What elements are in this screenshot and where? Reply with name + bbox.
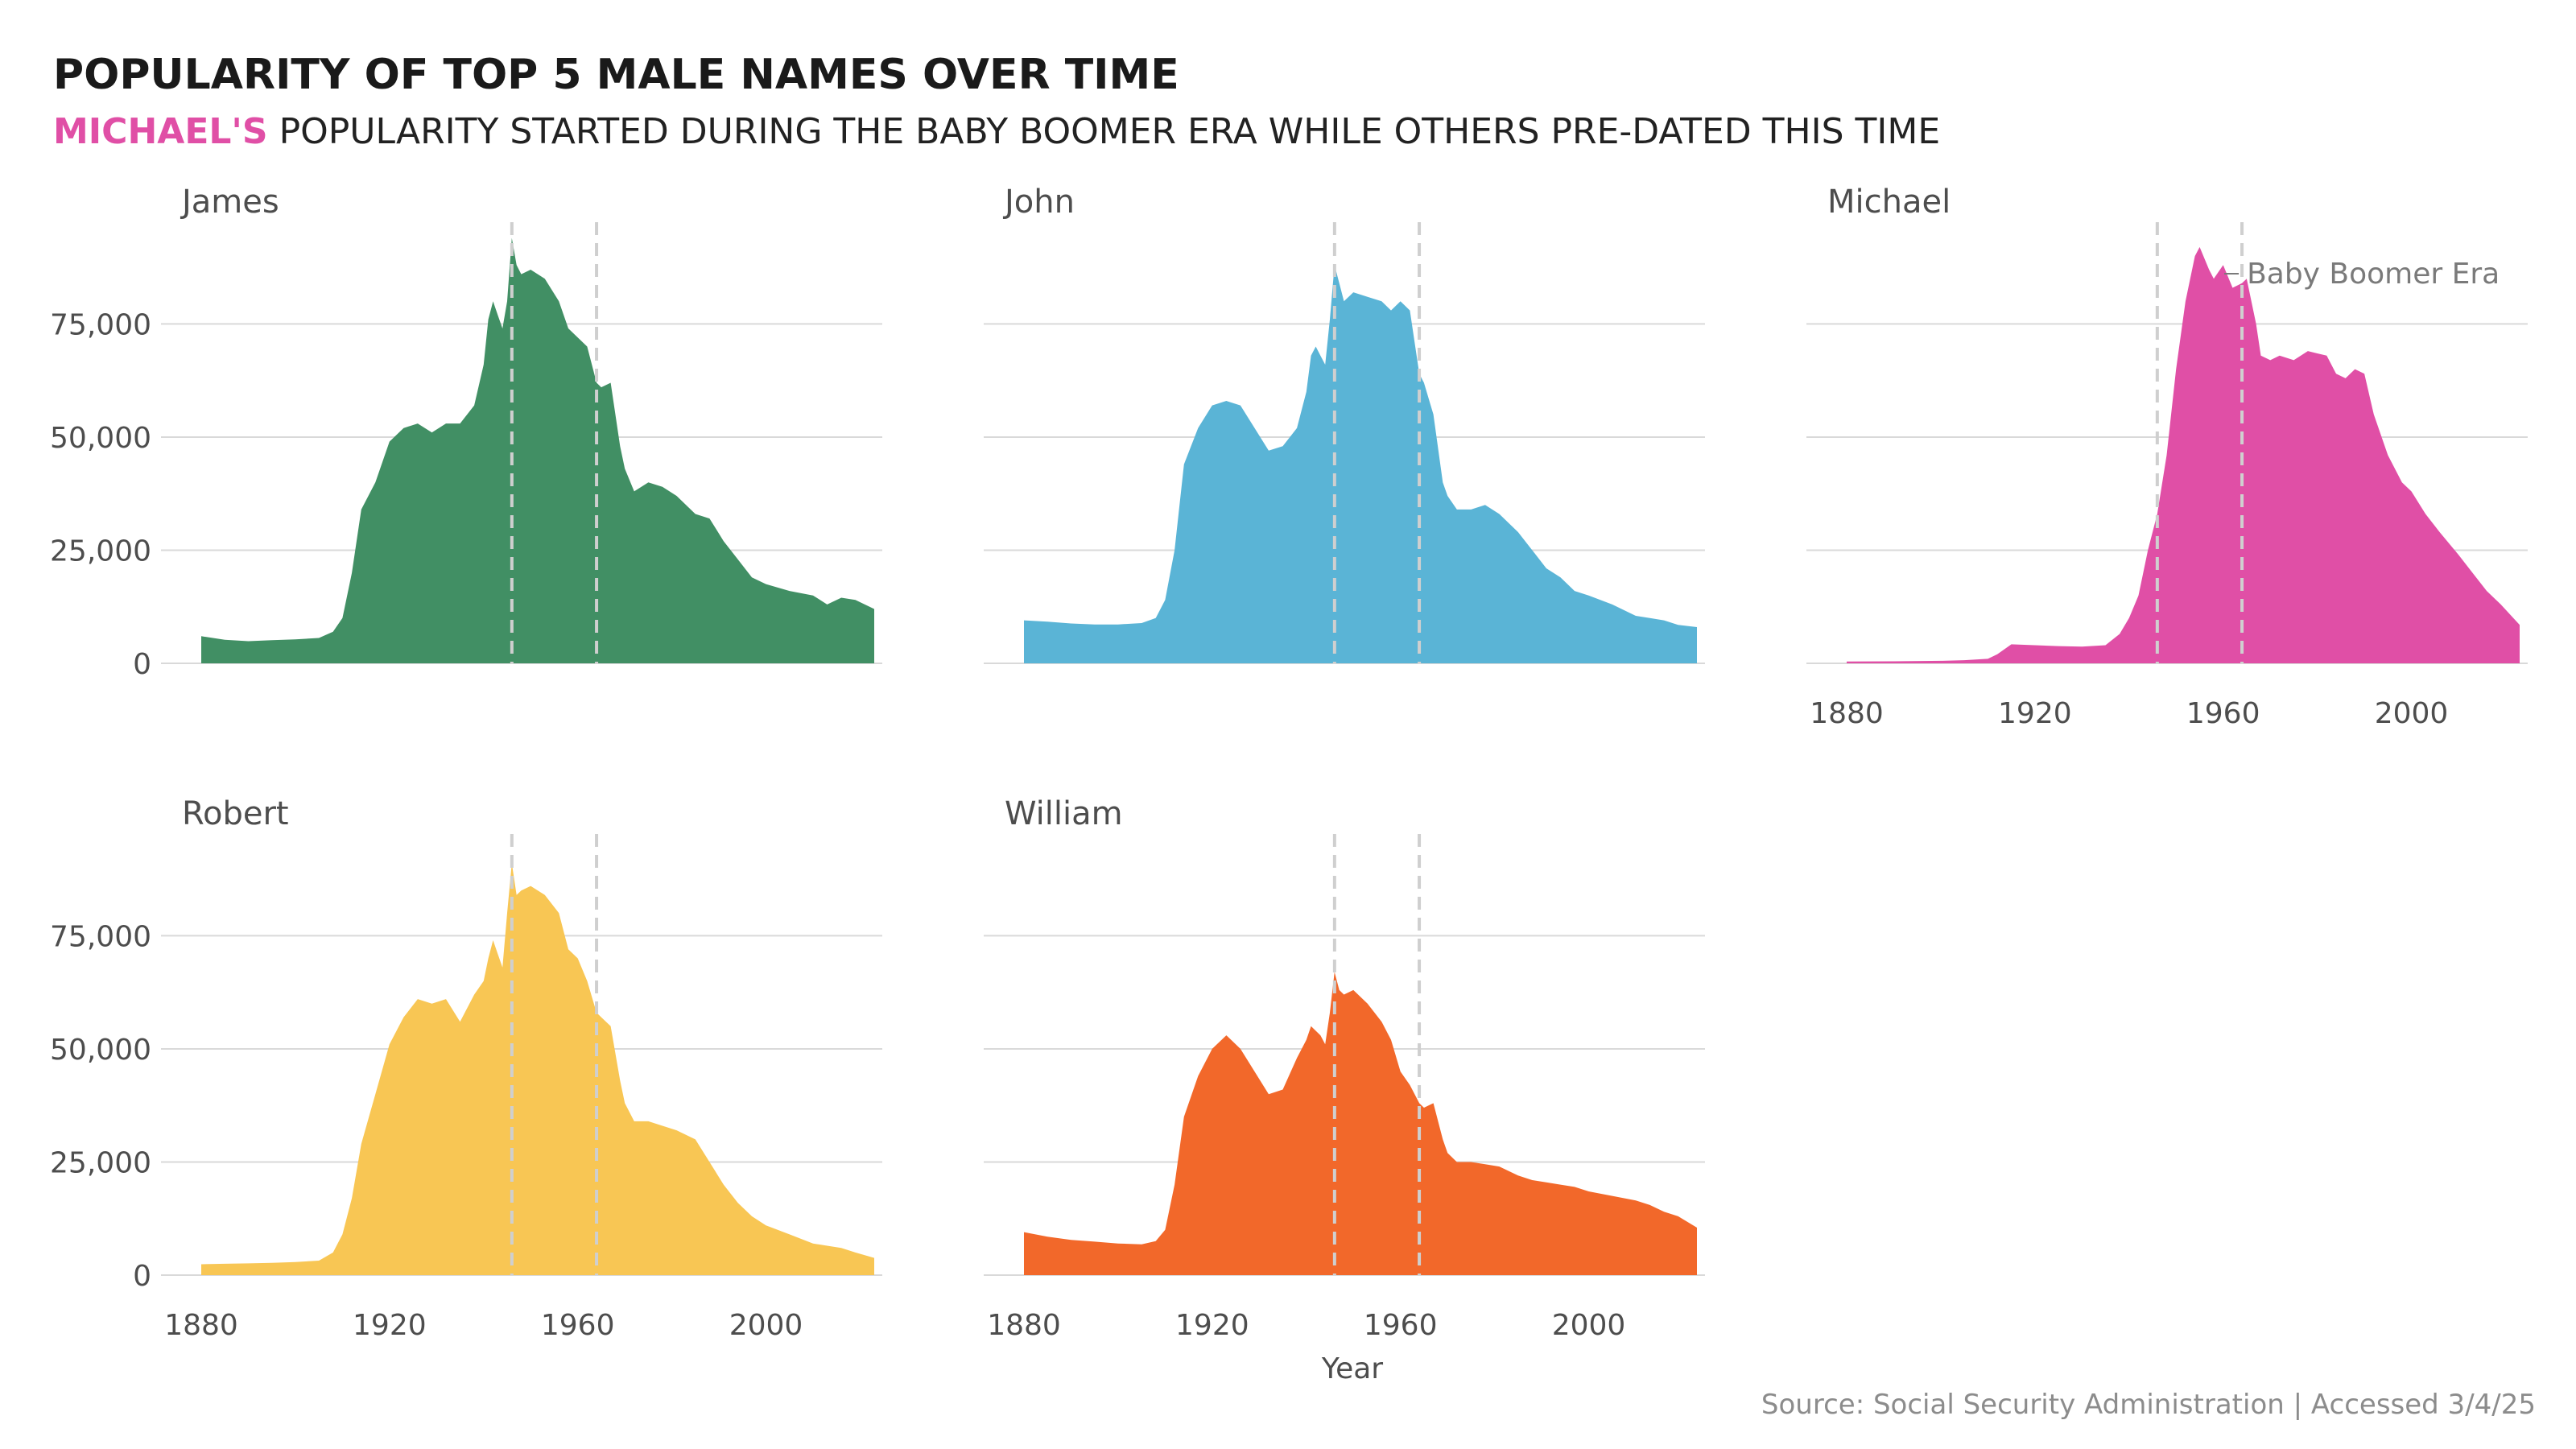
x-tick-label: 1880 <box>164 1309 238 1342</box>
x-tick-label: 2000 <box>1552 1309 1626 1342</box>
y-tick-label: 75,000 <box>50 920 151 953</box>
x-tick-label: 1880 <box>987 1309 1061 1342</box>
facet-label-michael: Michael <box>1827 184 1951 221</box>
y-tick-label: 25,000 <box>50 535 151 568</box>
x-tick-label: 2000 <box>2375 697 2449 730</box>
facet-label-robert: Robert <box>182 795 289 832</box>
baby-boomer-annotation: Baby Boomer Era <box>2247 258 2500 291</box>
x-tick-label: 1920 <box>1998 697 2072 730</box>
y-tick-label: 25,000 <box>50 1146 151 1179</box>
area-robert <box>201 863 874 1275</box>
subtitle-highlight: MICHAEL'S <box>53 111 268 152</box>
x-tick-label: 1960 <box>2186 697 2260 730</box>
area-michael <box>1847 246 2520 663</box>
area-john <box>1024 265 1697 663</box>
source-caption: Source: Social Security Administration |… <box>1761 1389 2536 1421</box>
x-axis-title: Year <box>1321 1352 1383 1385</box>
y-tick-label: 75,000 <box>50 308 151 341</box>
x-tick-label: 2000 <box>729 1309 803 1342</box>
facet-label-william: William <box>1005 795 1123 832</box>
panel-robert: Robert 0 25,000 50,000 75,000 1880 1920 1960 200… <box>50 795 882 1342</box>
subtitle-rest: POPULARITY STARTED DURING THE BABY BOOME… <box>268 111 1941 152</box>
facet-panels: James 0 25,000 50,000 75,000 John Michael 1880 1… <box>50 184 2528 1342</box>
y-tick-label: 0 <box>133 648 151 681</box>
x-tick-label: 1880 <box>1810 697 1884 730</box>
chart-subtitle: MICHAEL'S POPULARITY STARTED DURING THE … <box>53 111 1940 152</box>
panel-michael: Michael 1880 1920 1960 2000 Baby Boomer Era <box>1806 184 2528 730</box>
y-tick-label: 50,000 <box>50 422 151 455</box>
area-james <box>201 237 874 664</box>
panel-william: William 1880 1920 1960 2000 <box>984 795 1705 1342</box>
panel-john: John <box>984 184 1705 664</box>
panel-james: James 0 25,000 50,000 75,000 <box>50 184 882 681</box>
y-tick-label: 0 <box>133 1260 151 1293</box>
x-tick-label: 1960 <box>541 1309 615 1342</box>
y-tick-label: 50,000 <box>50 1034 151 1067</box>
facet-label-james: James <box>180 184 279 221</box>
chart-header: POPULARITY OF TOP 5 MALE NAMES OVER TIME… <box>53 51 1940 152</box>
x-tick-label: 1920 <box>1175 1309 1249 1342</box>
facet-label-john: John <box>1002 184 1075 221</box>
chart-title: POPULARITY OF TOP 5 MALE NAMES OVER TIME <box>53 51 1179 99</box>
x-tick-label: 1960 <box>1364 1309 1438 1342</box>
area-william <box>1024 972 1697 1275</box>
x-tick-label: 1920 <box>353 1309 427 1342</box>
